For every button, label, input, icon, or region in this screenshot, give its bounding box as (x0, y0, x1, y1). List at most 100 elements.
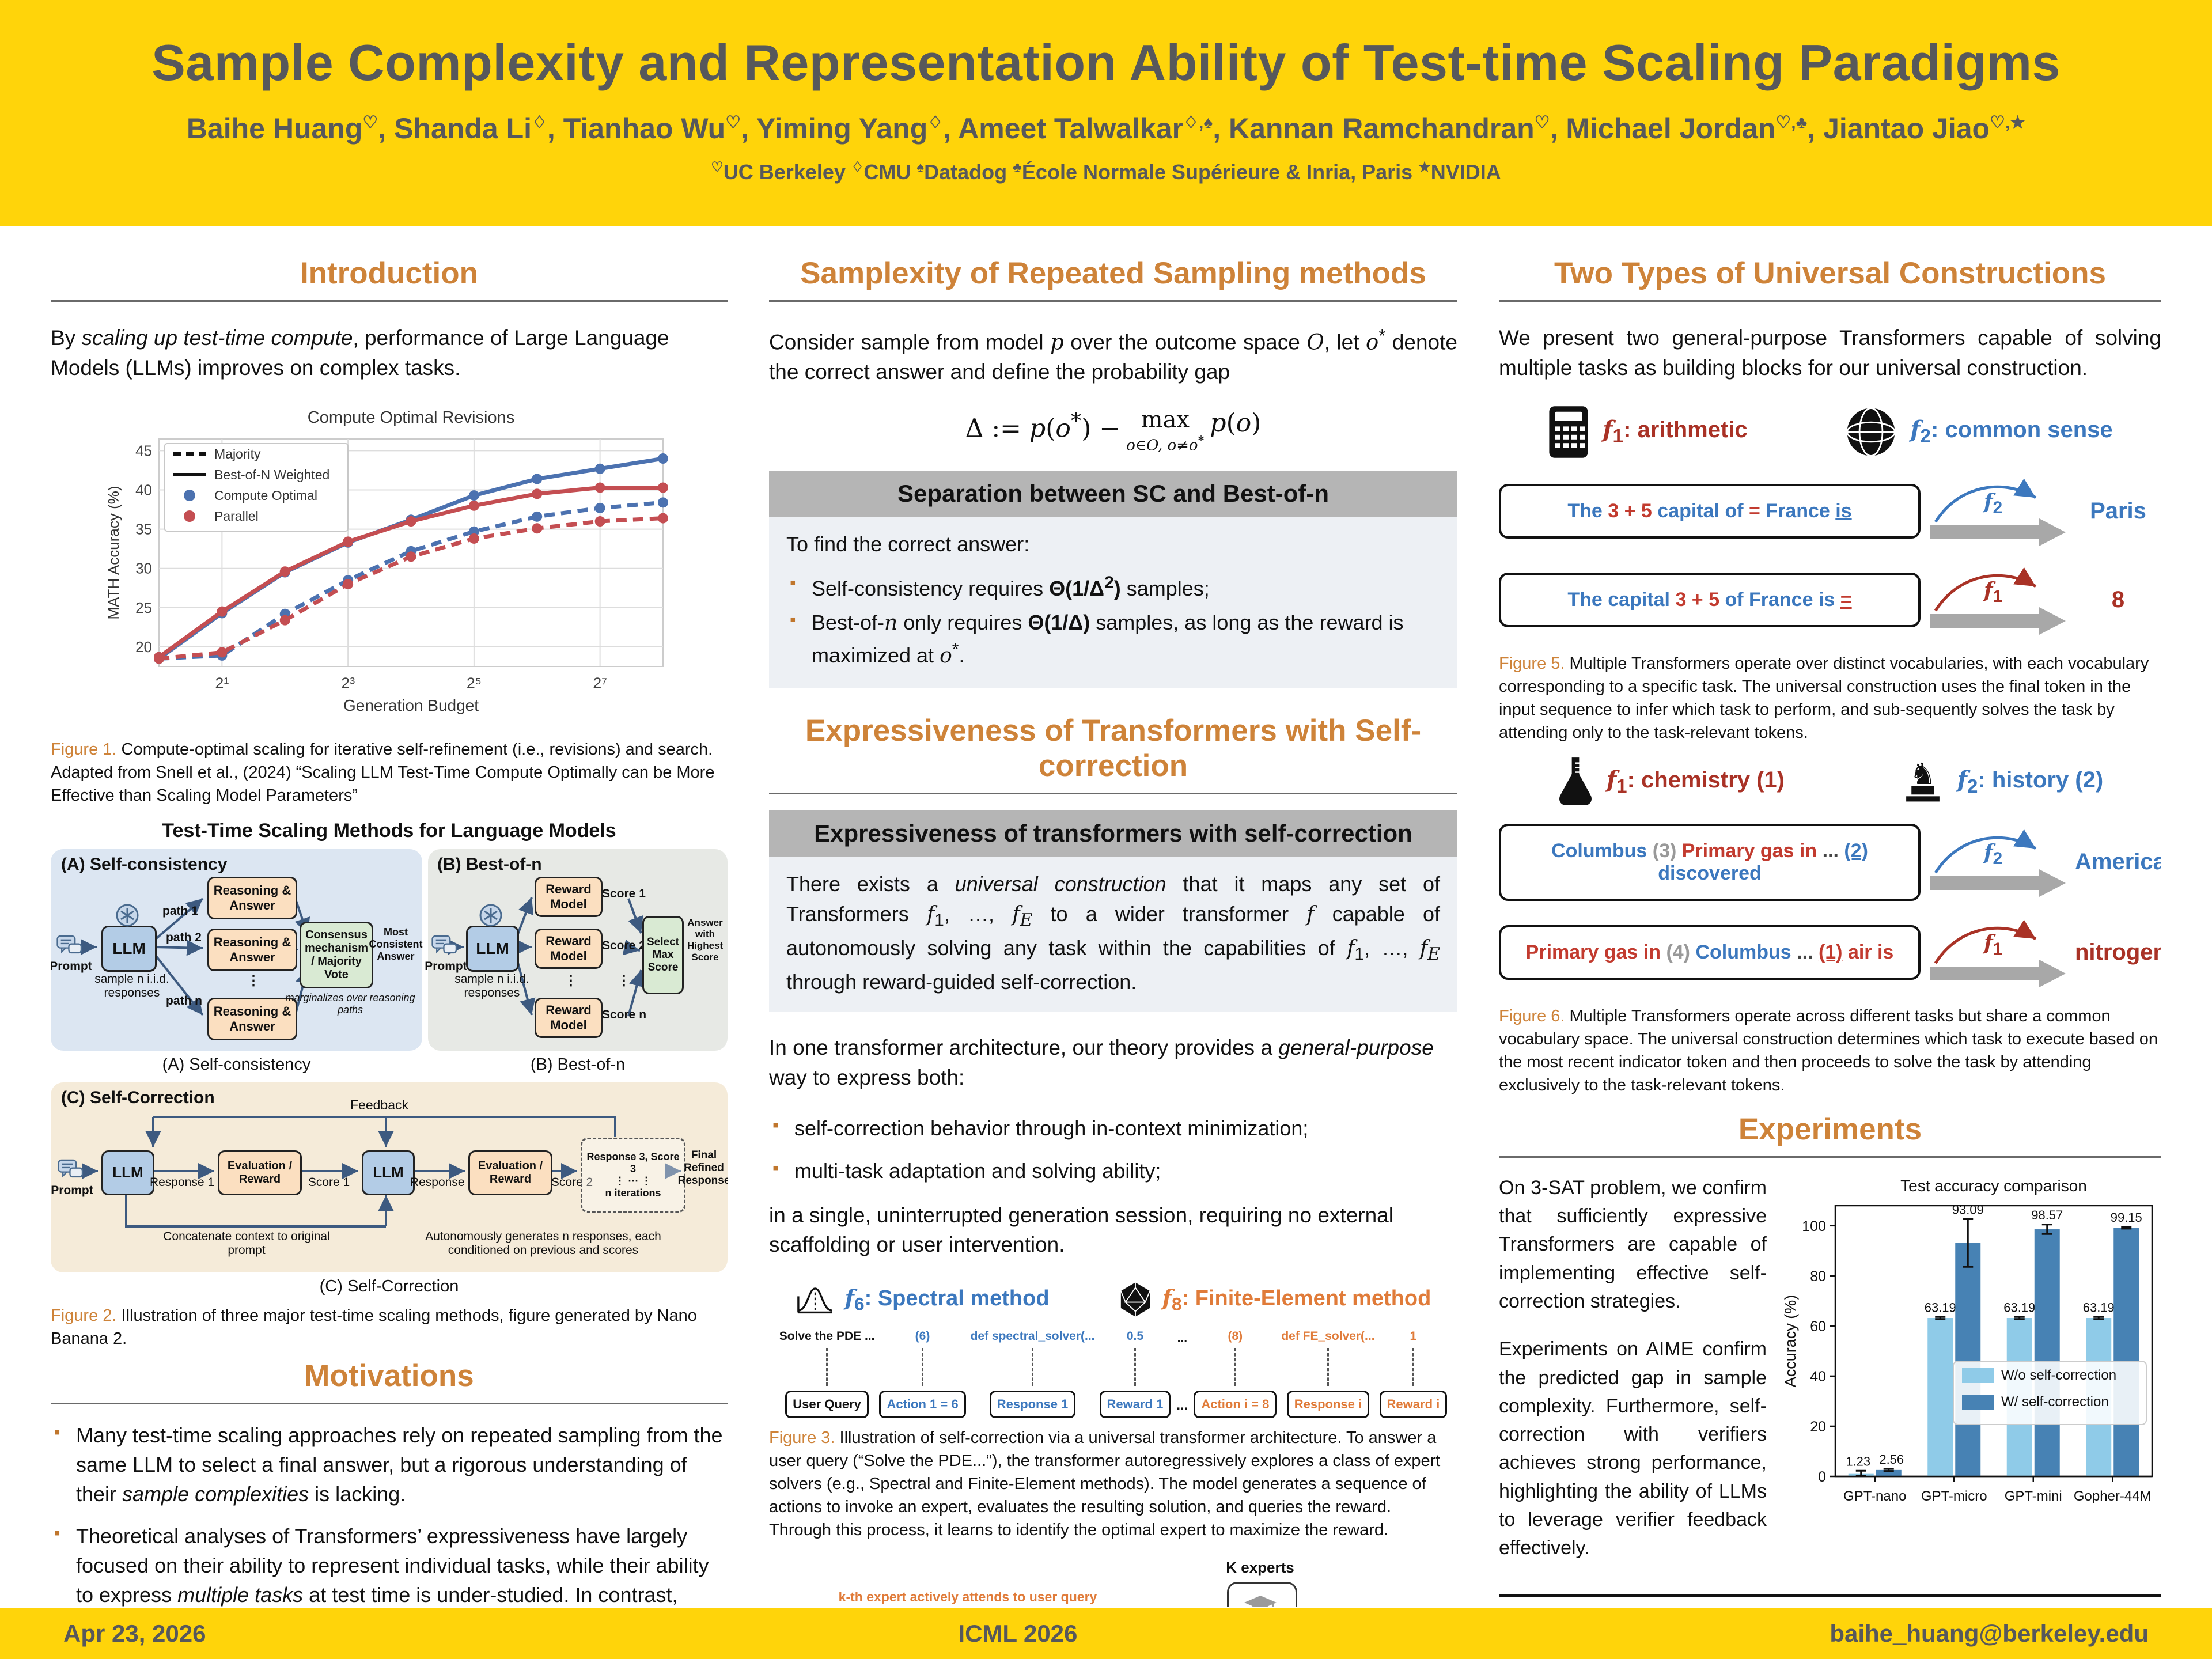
svg-text:99.15: 99.15 (2111, 1210, 2142, 1225)
results-table-head: Model \ MethodSelf-consistency(64 sample… (1499, 1595, 2161, 1607)
panelC-iter-line1: Response 3, Score 3 (586, 1150, 680, 1175)
equation-lhs: Δ := p(o*) − (965, 408, 1121, 444)
svg-text:80: 80 (1810, 1268, 1826, 1285)
svg-text:98.57: 98.57 (2031, 1207, 2063, 1222)
panelC-eval2-box: Evaluation / Reward (468, 1150, 552, 1195)
panelA-path2: path 2 (166, 930, 202, 944)
figure6-legend-chemistry-label: f1: chemistry (1) (1606, 766, 1785, 798)
intro-paragraph: By scaling up test-time compute, perform… (51, 326, 669, 380)
flask-icon (1559, 757, 1592, 805)
poster-footer: Apr 23, 2026 ICML 2026 baihe_huang@berke… (0, 1608, 2212, 1659)
svg-text:2¹: 2¹ (215, 675, 229, 692)
svg-text:Gopher-44M: Gopher-44M (2074, 1488, 2152, 1504)
bar-GPT-nano (1876, 1469, 1902, 1476)
figure6-arrow-1: f2 (1929, 825, 2067, 899)
panelA-caption: (A) Self-consistency (162, 1055, 311, 1074)
experiments-svg: Test accuracy comparison Accuracy (%) 0 20 4… (1781, 1173, 2161, 1531)
separation-box-title: Separation between SC and Best-of-n (769, 470, 1457, 517)
svg-text:40: 40 (135, 481, 152, 498)
panelB-scoren: Score n (602, 1007, 647, 1021)
panelA-dots: ⋮ (247, 972, 260, 988)
svg-text:Accuracy (%): Accuracy (%) (1782, 1294, 1799, 1387)
figure3-column: def FE_solver(... Response i (1281, 1330, 1375, 1419)
figure3-token: Response 1 (989, 1391, 1076, 1419)
svg-text:W/ self-correction: W/ self-correction (2001, 1394, 2109, 1410)
bar-GPT-micro (1955, 1243, 1981, 1476)
task-arrow (1930, 829, 2066, 897)
panelC-llm2-box: LLM (362, 1150, 415, 1195)
panelA-consensus-box: Consensus mechanism / Majority Vote (300, 921, 373, 988)
figure2-panel-best-of-n: (B) Best-of-n Prompt LLM sample n i (425, 849, 728, 1051)
figure3-token: Response i (1286, 1391, 1370, 1419)
theory-closing-paragraph: in a single, uninterrupted generation se… (769, 1203, 1393, 1257)
figure3-column: (6) Action 1 = 6 (879, 1330, 966, 1419)
section-title-motivations: Motivations (304, 1358, 474, 1393)
probability-gap-equation: Δ := p(o*) − max o∈O, o≠o* p(o) (769, 408, 1457, 453)
task-arrow (1930, 919, 2066, 987)
panelB-score1: Score 1 (602, 887, 646, 900)
separation-intro: To find the correct answer: (786, 532, 1030, 556)
panelC-response2-label: Response 2 (410, 1175, 475, 1189)
poster-affiliations: ♡UC Berkeley ♢CMU ♠Datadog ♣École Normal… (711, 160, 1501, 184)
figure3-sequence-item: def spectral_solver(... (970, 1330, 1095, 1343)
figure5-input-2: The capital 3 + 5 of France is = (1499, 573, 1921, 628)
svg-text:♞: ♞ (1909, 757, 1936, 790)
figure5-caption: Figure 5. Multiple Transformers operate … (1499, 654, 2149, 742)
panelB-box2: Reward Model (535, 928, 603, 969)
prompt-icon (58, 1159, 84, 1177)
svg-text:63.19: 63.19 (2083, 1300, 2115, 1315)
figure3-dashed-connector (1032, 1348, 1034, 1387)
expressiveness-box-title: Expressiveness of transformers with self… (769, 810, 1457, 857)
experiments-block: On 3-SAT problem, we confirm that suffic… (1499, 1173, 2161, 1582)
figure3-legend-fe-label: f8: Finite-Element method (1162, 1284, 1431, 1315)
figure3-column: 1 Reward i (1379, 1330, 1448, 1419)
figure3-token: Reward i (1379, 1391, 1448, 1419)
svg-text:Compute Optimal Revisions: Compute Optimal Revisions (307, 408, 514, 427)
svg-text:35: 35 (135, 520, 152, 537)
panelC-eval1-box: Evaluation / Reward (218, 1150, 302, 1195)
bar-Gopher-44M (2113, 1228, 2139, 1476)
section-title-expressiveness: Expressiveness of Transformers with Self… (805, 714, 1422, 783)
figure6-example-2: Primary gas in (4) Columbus ... (1) air … (1499, 916, 2161, 990)
bar-GPT-micro (1927, 1317, 1953, 1476)
figure3-dashed-connector (1134, 1348, 1136, 1387)
equation-max-operator: max o∈O, o≠o* (1126, 408, 1204, 453)
svg-text:1.23: 1.23 (1846, 1454, 1870, 1468)
figure5-fn-2: f1 (1984, 578, 2003, 606)
poster-header: Sample Complexity and Representation Abi… (0, 0, 2212, 226)
theory-paragraph: In one transformer architecture, our the… (769, 1035, 1434, 1089)
footer-venue: ICML 2026 (958, 1620, 1078, 1647)
svg-text:2.56: 2.56 (1879, 1452, 1904, 1467)
svg-text:93.09: 93.09 (1952, 1202, 1984, 1217)
figure6-fn-2: f1 (1984, 930, 2003, 959)
panelA-box1: Reasoning & Answer (207, 876, 297, 919)
panelC-llm1-box: LLM (101, 1150, 154, 1195)
panelC-note1: Concatenate context to original prompt (163, 1229, 330, 1257)
panelA-llm-box: LLM (101, 925, 157, 972)
figure3-dashed-connector (922, 1348, 924, 1387)
figure5-output-1: Paris (2090, 498, 2146, 524)
panelB-prompt-label: Prompt (425, 959, 467, 973)
figure3-token: Reward 1 (1099, 1391, 1171, 1419)
panelA-prompt-label: Prompt (51, 959, 92, 973)
svg-text:20: 20 (135, 638, 152, 656)
figure5-input-1: The 3 + 5 capital of = France is (1499, 484, 1921, 539)
statue-icon: ♞ (1906, 757, 1940, 802)
panelC-caption: (C) Self-Correction (319, 1277, 459, 1296)
figure3-sequence-item: ... (1177, 1332, 1188, 1346)
panelB-score2: Score 2 (602, 938, 646, 952)
figure6-caption: Figure 6. Multiple Transformers operate … (1499, 1006, 2158, 1094)
prompt-icon (431, 935, 457, 953)
figure1-line-chart: 20 25 30 35 40 45 2¹ 2³ 2⁵ 2⁷ Compute Optimal Revi… (101, 404, 677, 730)
figure3-dashed-connector (1412, 1348, 1414, 1387)
column-middle: Samplexity of Repeated Sampling methods … (769, 248, 1457, 1607)
table-column-header: Model \ Method (1499, 1595, 1728, 1607)
table-column-header: Self-correction(4 samples) (2014, 1595, 2161, 1607)
svg-text:45: 45 (135, 442, 152, 459)
figure6-legend-chemistry: f1: chemistry (1) (1557, 756, 1785, 809)
universal-paragraph: We present two general-purpose Transform… (1499, 326, 2161, 380)
panelC-iter-line2: ⋮ ⋯ ⋮ (614, 1175, 652, 1187)
panelA-path1: path 1 (162, 904, 198, 918)
section-rule (51, 300, 728, 302)
